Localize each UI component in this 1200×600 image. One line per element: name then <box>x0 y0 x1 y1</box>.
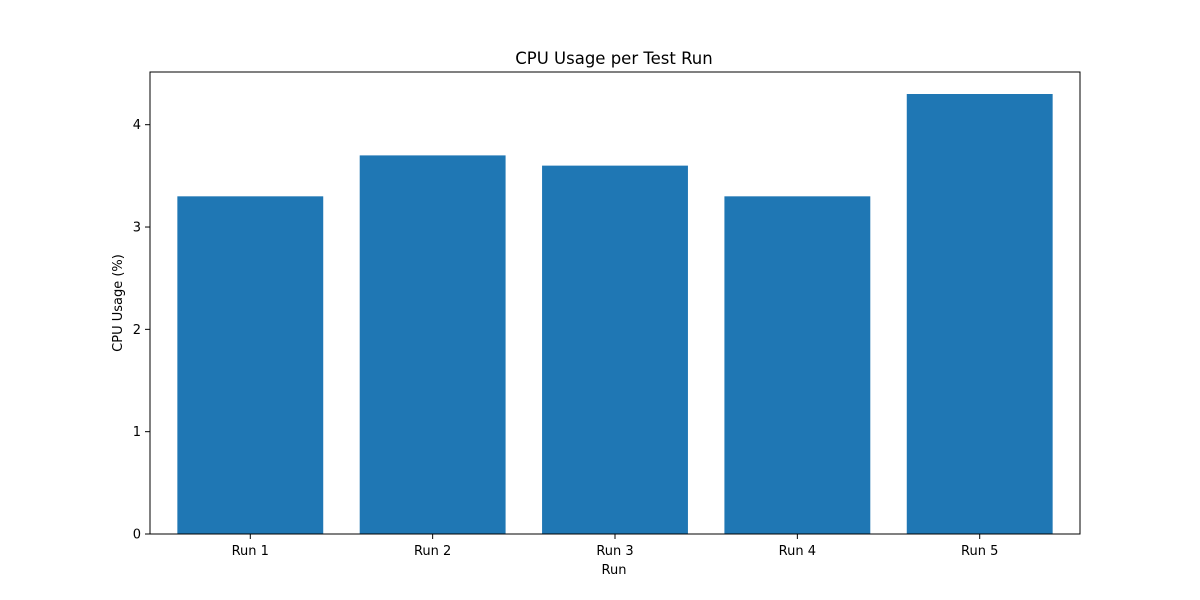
plot-frame <box>149 71 1081 535</box>
bar-3 <box>542 165 688 534</box>
x-tick-label: Run 1 <box>232 544 269 559</box>
x-tick-label: Run 4 <box>779 544 816 559</box>
y-tick-label: 0 <box>133 528 141 543</box>
bar-2 <box>359 155 506 534</box>
x-tick-label: Run 2 <box>414 544 451 559</box>
x-tick-label: Run 3 <box>596 544 633 559</box>
bar-1 <box>177 196 324 535</box>
bar-5 <box>906 94 1053 534</box>
bars-group <box>177 94 1053 535</box>
y-tick-label: 2 <box>133 323 141 338</box>
chart-title: CPU Usage per Test Run <box>515 49 712 68</box>
x-ticks-group: Run 1 Run 2 Run 3 Run 4 Run 5 <box>232 534 998 559</box>
y-axis-label: CPU Usage (%) <box>111 254 126 352</box>
y-tick-label: 3 <box>133 221 141 236</box>
bar-4 <box>724 196 871 535</box>
y-ticks-group: 0 1 2 3 4 <box>133 118 150 543</box>
x-tick-label: Run 5 <box>961 544 998 559</box>
x-axis-label: Run <box>602 563 627 578</box>
y-tick-label: 1 <box>133 425 141 440</box>
y-tick-label: 4 <box>133 118 141 133</box>
